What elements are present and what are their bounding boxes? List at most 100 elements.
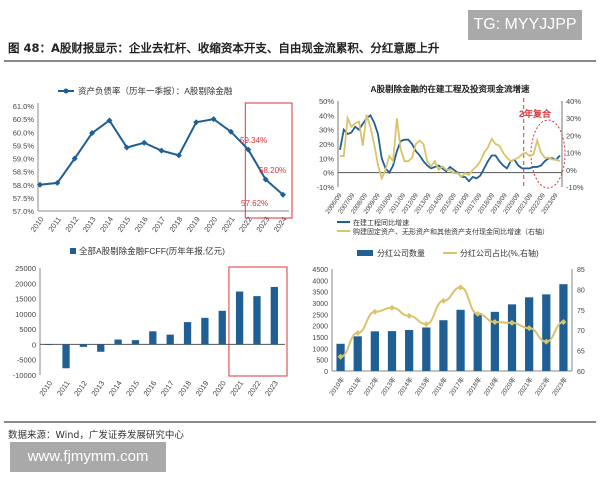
ratio-marker (474, 310, 481, 317)
data-marker (158, 147, 165, 154)
data-marker (141, 139, 148, 146)
top-divider (4, 60, 596, 62)
legend-label: 分红公司占比(%,右轴) (460, 248, 539, 258)
source-note: 数据来源：Wind，广发证券发展研究中心 (8, 430, 184, 441)
x-tick-label: 2012 (72, 379, 89, 398)
y-right-tick-label: 40% (566, 97, 581, 106)
ratio-marker (389, 304, 395, 311)
y-tick-label: 5000 (19, 325, 36, 334)
x-tick-label: 2023 (263, 379, 280, 398)
x-tick-label: 2016 (133, 215, 150, 234)
data-bar (166, 334, 174, 345)
y-left-tick-label: 2000 (312, 324, 328, 331)
x-tick-label: 2023年 (550, 375, 570, 398)
y-tick-label: 58.0% (13, 181, 35, 190)
data-marker (71, 155, 78, 162)
x-tick-label: 2013 (89, 379, 106, 398)
data-bar (439, 320, 448, 371)
x-tick-label: 2014年 (395, 375, 415, 398)
watermark-bottom: www.fjmymm.com (10, 442, 166, 472)
y-left-tick-label: 50% (319, 97, 334, 106)
x-tick-label: 2022 (246, 379, 263, 398)
data-bar (79, 344, 88, 347)
data-marker (123, 144, 130, 151)
y-left-tick-label: 3500 (312, 290, 328, 297)
data-bar (370, 331, 379, 371)
y-left-tick-label: 20% (319, 140, 334, 149)
data-bar (62, 344, 70, 369)
x-tick-label: 2020 (211, 379, 228, 398)
y-tick-label: 59.0% (13, 155, 35, 164)
y-right-tick-label: 60 (577, 369, 585, 376)
data-bar (270, 286, 278, 345)
x-tick-label: 2019 (185, 215, 202, 234)
y-right-tick-label: -10% (566, 183, 584, 192)
legend-label: 在建工程同比增速 (353, 218, 409, 227)
ratio-marker (543, 338, 550, 345)
chart-title: A股剔除金融的在建工程及投资现金流增速 (370, 84, 530, 94)
data-marker (89, 130, 96, 137)
y-left-tick-label: 2500 (312, 312, 328, 319)
y-left-tick-label: 40% (319, 111, 334, 120)
highlight-ellipse (530, 119, 566, 189)
highlight-box (244, 102, 293, 219)
y-tick-label: 60.5% (13, 115, 35, 124)
x-tick-label: 2015 (124, 379, 141, 398)
data-bar (387, 331, 397, 371)
data-bar (422, 327, 431, 371)
y-tick-label: 0 (32, 340, 36, 349)
y-tick-label: -10000 (13, 371, 36, 380)
data-bar (253, 296, 261, 345)
data-bar (183, 322, 192, 345)
y-left-tick-label: -10% (316, 183, 334, 192)
x-tick-label: 2019年 (481, 375, 501, 398)
data-bar (114, 339, 122, 345)
y-tick-label: 59.5% (13, 141, 35, 150)
y-tick-label: 15000 (15, 295, 36, 304)
data-marker (227, 128, 234, 135)
y-right-tick-label: 70 (577, 328, 585, 335)
x-tick-label: 2010 (29, 215, 46, 234)
data-bar (131, 340, 140, 345)
ratio-marker (509, 319, 515, 326)
y-right-tick-label: 85 (577, 267, 585, 274)
y-right-tick-label: 65 (577, 349, 585, 356)
x-tick-label: 2015 (115, 215, 132, 234)
ratio-marker (526, 325, 533, 332)
ratio-marker (491, 319, 498, 326)
data-marker (193, 119, 200, 126)
legend-label: 分红公司数量 (377, 248, 425, 258)
chart-dividends: 分红公司数量 分红公司占比(%,右轴) 0 500 1000 1500 2000 2500 30… (312, 248, 585, 398)
data-bar (559, 284, 568, 371)
data-bar (235, 291, 244, 345)
y-right-tick-label: 0% (566, 166, 577, 175)
figure-title: 图 48：A股财报显示：企业去杠杆、收缩资本开支、自由现金流累积、分红意愿上升 (8, 41, 440, 55)
ratio-marker (371, 308, 378, 315)
data-bar (97, 344, 105, 352)
data-bar (456, 309, 465, 371)
legend-swatch (70, 248, 76, 254)
y-right-tick-label: 20% (566, 131, 581, 140)
annotation-label: 2年复合 (519, 108, 552, 119)
x-tick-label: 2017 (150, 215, 167, 234)
data-line (39, 118, 284, 196)
ratio-marker (337, 353, 344, 360)
x-tick-label: 2012年 (361, 375, 381, 398)
y-left-tick-label: 4000 (312, 278, 328, 285)
legend-swatch (357, 250, 373, 256)
x-tick-label: 2022年 (533, 375, 553, 398)
data-bar (525, 297, 534, 371)
x-tick-label: 2016年 (430, 375, 450, 398)
y-left-tick-label: 500 (316, 358, 328, 365)
y-tick-label: 25000 (15, 264, 36, 273)
legend-label: 全部A股剔除金融FCFF(历年年报,亿元) (79, 246, 225, 256)
data-marker (245, 146, 252, 153)
y-tick-label: 57.5% (13, 194, 35, 203)
data-bar (353, 336, 362, 371)
ratio-marker (440, 297, 447, 304)
legend-label: 资产负债率（历年一季报）：A股剔除金融 (78, 86, 233, 96)
x-tick-label: 2021 (228, 379, 245, 398)
bottom-divider (4, 421, 596, 423)
data-bar (473, 313, 482, 371)
data-bar (218, 310, 226, 345)
